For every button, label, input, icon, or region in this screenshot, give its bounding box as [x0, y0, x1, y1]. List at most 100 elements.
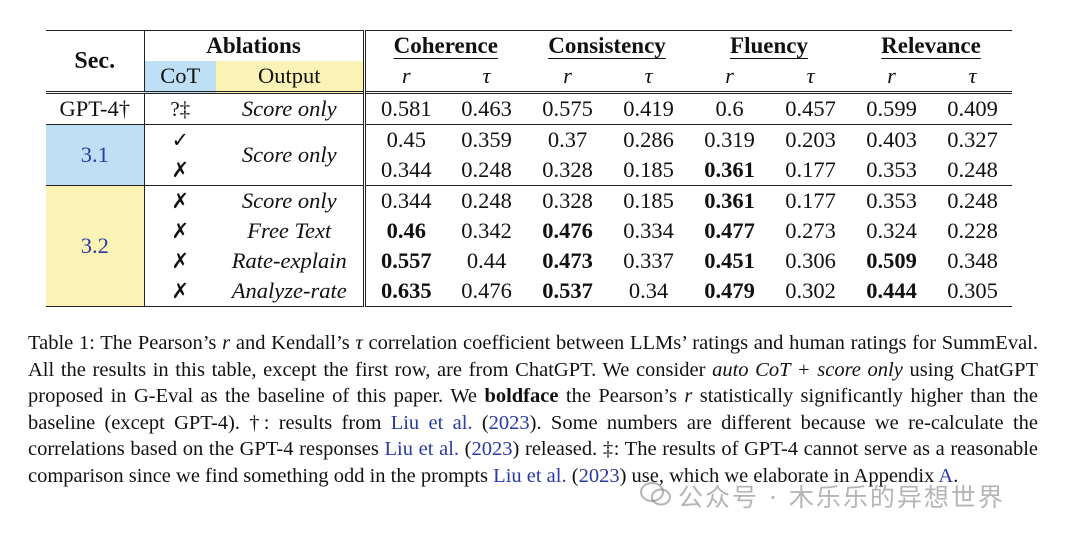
- citation-year-link[interactable]: 2023: [578, 464, 620, 487]
- value-cell: 0.359: [461, 127, 512, 152]
- header-cot: CoT: [144, 61, 216, 93]
- value-cell: 0.344: [380, 188, 432, 213]
- value-cell: 0.476: [461, 278, 512, 303]
- value-cell: 0.581: [380, 96, 432, 121]
- value-cell: 0.302: [785, 278, 836, 303]
- header-sec: Sec.: [46, 30, 145, 93]
- value-cell: 0.557: [380, 248, 432, 273]
- value-cell: 0.306: [785, 248, 836, 273]
- citation-link[interactable]: Liu et al.: [493, 464, 567, 487]
- value-cell: 0.635: [380, 278, 432, 303]
- value-cell: 0.177: [785, 157, 836, 182]
- value-cell: 0.305: [947, 278, 998, 303]
- table-row: GPT-4† ?‡ Score only 0.581 0.463 0.575 0.419 0.…: [46, 92, 1012, 125]
- value-cell: 0.463: [461, 96, 512, 121]
- value-cell: 0.419: [623, 96, 674, 121]
- table-row: ✗ Rate-explain 0.557 0.44 0.473 0.337 0.451 0.3…: [46, 246, 1012, 276]
- output-cell: Free Text: [216, 216, 366, 246]
- value-cell: 0.476: [542, 218, 593, 243]
- cot-cell: ✗: [171, 158, 190, 182]
- output-cell: Rate-explain: [216, 246, 366, 276]
- table-row: ✗ Free Text 0.46 0.342 0.476 0.334 0.477 0.273 0…: [46, 216, 1012, 246]
- value-cell: 0.286: [623, 127, 674, 152]
- value-cell: 0.342: [461, 218, 512, 243]
- results-table: Sec. Ablations Coherence Consistency Flu…: [46, 30, 1012, 307]
- table-row: ✗ Analyze-rate 0.635 0.476 0.537 0.34 0.479 0.3…: [46, 276, 1012, 307]
- cot-cell: ?‡: [170, 97, 191, 121]
- value-cell: 0.34: [628, 278, 669, 303]
- table-caption: Table 1: The Pearson’s r and Kendall’s τ…: [28, 332, 1039, 487]
- header-tau: τ: [644, 63, 653, 88]
- citation-year-link[interactable]: 2023: [471, 438, 513, 460]
- value-cell: 0.473: [542, 248, 593, 273]
- header-consistency: Consistency: [548, 33, 666, 58]
- cot-cell: ✗: [171, 189, 190, 213]
- value-cell: 0.37: [547, 127, 588, 152]
- value-cell: 0.248: [461, 188, 512, 213]
- citation-link[interactable]: Liu et al.: [390, 411, 473, 434]
- value-cell: 0.361: [704, 188, 755, 213]
- value-cell: 0.444: [866, 278, 917, 303]
- watermark-text: 公众号 · 木乐乐的异想世界: [678, 483, 1005, 512]
- value-cell: 0.403: [866, 127, 917, 152]
- value-cell: 0.228: [947, 218, 998, 243]
- wechat-logo-icon: [640, 482, 671, 506]
- value-cell: 0.509: [866, 248, 917, 273]
- value-cell: 0.348: [947, 248, 998, 273]
- value-cell: 0.344: [380, 157, 432, 182]
- value-cell: 0.177: [785, 188, 836, 213]
- value-cell: 0.537: [542, 278, 593, 303]
- value-cell: 0.361: [704, 157, 755, 182]
- cot-cell: ✓: [171, 128, 190, 152]
- value-cell: 0.599: [866, 96, 917, 121]
- value-cell: 0.203: [785, 127, 836, 152]
- value-cell: 0.45: [386, 127, 426, 152]
- table-row: 3.1 ✓ Score only 0.45 0.359 0.37 0.286 0.319 0.2…: [46, 124, 1012, 186]
- header-tau: τ: [806, 63, 815, 88]
- sec-cell: 3.1: [46, 124, 145, 186]
- value-cell: 0.248: [461, 157, 512, 182]
- sec-cell: GPT-4†: [46, 92, 145, 125]
- value-cell: 0.44: [466, 248, 507, 273]
- header-coherence: Coherence: [393, 33, 498, 58]
- value-cell: 0.337: [623, 248, 674, 273]
- value-cell: 0.324: [866, 218, 917, 243]
- header-r: r: [887, 63, 896, 88]
- value-cell: 0.319: [704, 127, 755, 152]
- value-cell: 0.327: [947, 127, 998, 152]
- value-cell: 0.334: [623, 218, 674, 243]
- cot-cell: ✗: [171, 249, 190, 273]
- appendix-link[interactable]: A: [938, 464, 954, 487]
- header-relevance: Relevance: [881, 33, 981, 58]
- value-cell: 0.451: [704, 248, 755, 273]
- value-cell: 0.273: [785, 218, 836, 243]
- value-cell: 0.409: [947, 96, 998, 121]
- value-cell: 0.248: [947, 157, 998, 182]
- header-tau: τ: [482, 63, 491, 88]
- value-cell: 0.477: [704, 218, 755, 243]
- table-row: 3.2 ✗ Score only 0.344 0.248 0.328 0.185 0.361 0…: [46, 185, 1012, 307]
- value-cell: 0.457: [785, 96, 836, 121]
- table-row: ✗ 0.344 0.248 0.328 0.185 0.361 0.177 0.353 0.24…: [46, 155, 1012, 186]
- value-cell: 0.328: [542, 188, 593, 213]
- value-cell: 0.353: [866, 188, 917, 213]
- value-cell: 0.479: [704, 278, 755, 303]
- value-cell: 0.575: [542, 96, 593, 121]
- value-cell: 0.328: [542, 157, 593, 182]
- output-cell: Score only: [216, 124, 366, 186]
- citation-link[interactable]: Liu et al.: [384, 438, 460, 460]
- output-cell: Score only: [216, 92, 366, 125]
- sec-cell: 3.2: [46, 185, 145, 307]
- header-fluency: Fluency: [730, 33, 808, 58]
- value-cell: 0.185: [623, 188, 674, 213]
- header-output: Output: [216, 61, 366, 93]
- header-ablations: Ablations: [144, 30, 366, 61]
- header-tau: τ: [968, 63, 977, 88]
- value-cell: 0.6: [715, 96, 744, 121]
- cot-cell: ✗: [171, 279, 190, 303]
- header-r: r: [725, 63, 734, 88]
- header-r: r: [401, 63, 411, 88]
- citation-year-link[interactable]: 2023: [488, 411, 530, 434]
- header-r: r: [563, 63, 572, 88]
- value-cell: 0.248: [947, 188, 998, 213]
